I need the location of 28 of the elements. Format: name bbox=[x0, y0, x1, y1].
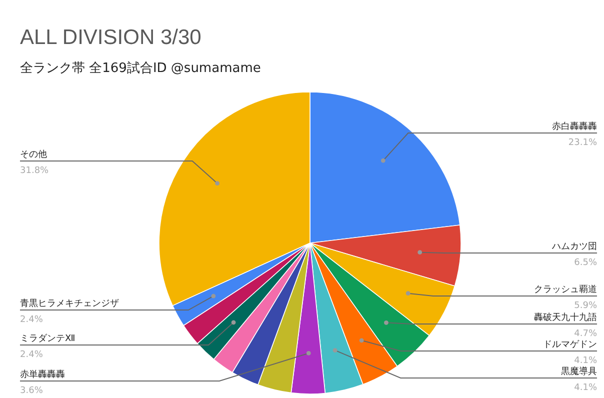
pie-slice bbox=[310, 242, 456, 336]
slice-label: 赤単轟轟轟 bbox=[20, 369, 65, 380]
pie-slice bbox=[310, 242, 398, 385]
data-label: 4.1% bbox=[574, 356, 598, 366]
pie-slice bbox=[310, 242, 430, 367]
data-label: 6.5% bbox=[574, 258, 598, 268]
slice-label: ドルマゲドン bbox=[543, 339, 597, 350]
data-label: 2.4% bbox=[20, 350, 44, 360]
data-label: 2.4% bbox=[20, 315, 44, 325]
pie-slice bbox=[310, 92, 460, 244]
slice-label: ミラダンテⅫ bbox=[20, 333, 76, 344]
data-label: 23.1% bbox=[568, 138, 598, 148]
data-label: 5.9% bbox=[574, 301, 598, 311]
pie-slice bbox=[310, 224, 462, 286]
data-label: 4.7% bbox=[574, 329, 598, 339]
data-label: 4.1% bbox=[574, 383, 598, 393]
slice-label: 黒魔導具 bbox=[561, 366, 597, 377]
chart-title: ALL DIVISION 3/30 bbox=[20, 26, 202, 49]
slice-label: 轟破天九十九語 bbox=[534, 312, 597, 323]
data-label: 3.6% bbox=[20, 386, 44, 396]
slice-label: クラッシュ覇道 bbox=[534, 284, 597, 295]
slice-label: 青黒ヒラメキチェンジザ bbox=[20, 298, 119, 309]
data-label: 31.8% bbox=[20, 166, 50, 176]
chart-subtitle: 全ランク帯 全169試合ID @sumamame bbox=[20, 61, 261, 76]
pie-slice bbox=[158, 92, 310, 306]
slice-label: ハムカツ団 bbox=[551, 242, 597, 252]
slice-label: その他 bbox=[20, 149, 47, 160]
slice-label: 赤白轟轟轟 bbox=[552, 121, 597, 132]
